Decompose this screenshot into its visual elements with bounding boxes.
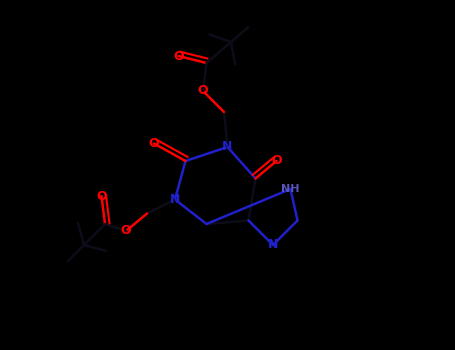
Text: O: O [121, 224, 131, 238]
Text: N: N [222, 140, 233, 154]
Text: N: N [170, 193, 180, 206]
Text: O: O [96, 189, 107, 203]
Text: NH: NH [281, 184, 300, 194]
Text: N: N [268, 238, 278, 252]
Text: O: O [173, 49, 184, 63]
Text: O: O [197, 84, 208, 98]
Text: O: O [271, 154, 282, 168]
Text: O: O [149, 137, 159, 150]
